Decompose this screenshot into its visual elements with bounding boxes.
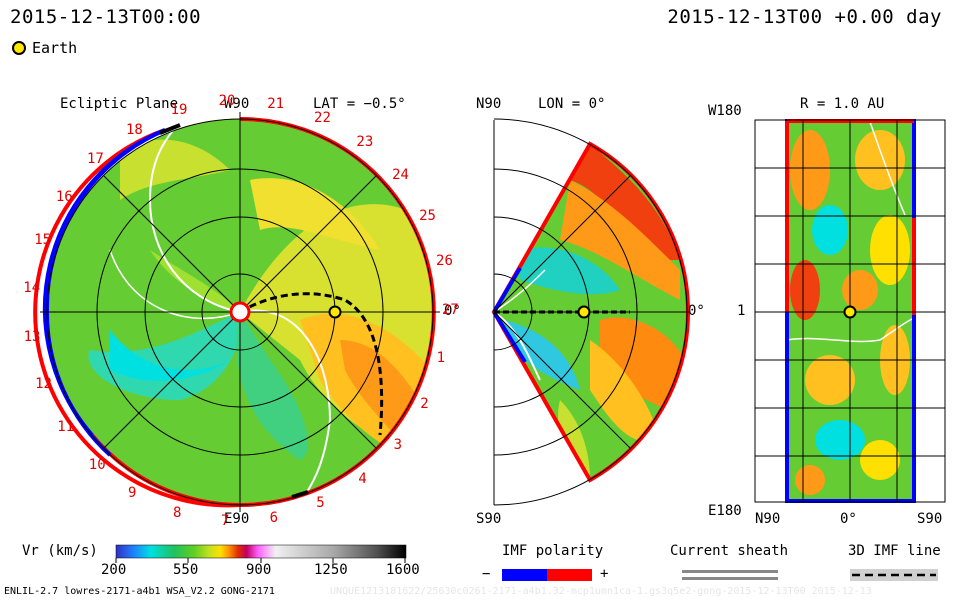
meridional-right-label: 0° bbox=[688, 303, 705, 319]
carrington-tick-3: 3 bbox=[393, 437, 403, 454]
carrington-tick-25: 25 bbox=[419, 207, 436, 224]
earth-marker-ecliptic bbox=[328, 305, 342, 319]
earth-legend: Earth bbox=[12, 39, 77, 57]
colorbar-tick-900: 900 bbox=[246, 562, 272, 578]
ecliptic-lat-label: LAT = −0.5° bbox=[313, 96, 406, 112]
carrington-tick-16: 16 bbox=[55, 188, 73, 205]
carrington-tick-9: 9 bbox=[128, 485, 137, 502]
imf-polarity-swatch bbox=[502, 569, 592, 581]
carrington-tick-1: 1 bbox=[436, 350, 446, 367]
colorbar-tick-1600: 1600 bbox=[386, 562, 420, 578]
carrington-tick-15: 15 bbox=[34, 232, 52, 249]
carrington-tick-4: 4 bbox=[358, 470, 367, 487]
meridional-top-label: N90 bbox=[476, 96, 502, 112]
ecliptic-top-label: W90 bbox=[224, 96, 250, 112]
sphere-x-right: S90 bbox=[917, 511, 943, 527]
colorbar-label: Vr (km/s) bbox=[22, 543, 98, 559]
carrington-tick-8: 8 bbox=[172, 504, 182, 521]
meridional-lon-label: LON = 0° bbox=[538, 96, 606, 112]
footer-left: ENLIL-2.7 lowres-2171-a4b1 WSA_V2.2 GONG… bbox=[4, 586, 275, 597]
carrington-tick-20: 20 bbox=[218, 93, 236, 110]
sun-icon bbox=[229, 301, 251, 323]
carrington-tick-11: 11 bbox=[57, 419, 75, 436]
carrington-tick-13: 13 bbox=[23, 328, 41, 345]
carrington-tick-23: 23 bbox=[356, 133, 374, 150]
carrington-tick-21: 21 bbox=[267, 95, 285, 112]
footer-right: UNQUE1213181622/25630c0261-2171-a4b1.32-… bbox=[330, 586, 872, 597]
ecliptic-title: Ecliptic Plane bbox=[60, 96, 179, 112]
earth-icon bbox=[12, 41, 26, 55]
carrington-tick-2: 2 bbox=[420, 396, 429, 413]
current-sheath-label: Current sheath bbox=[670, 543, 789, 559]
imf-minus-label: − bbox=[482, 566, 491, 582]
carrington-tick-27: 27 bbox=[441, 301, 459, 318]
carrington-tick-5: 5 bbox=[316, 495, 325, 512]
carrington-tick-6: 6 bbox=[269, 509, 279, 526]
meridional-panel bbox=[491, 118, 690, 506]
carrington-tick-26: 26 bbox=[436, 253, 453, 270]
carrington-tick-10: 10 bbox=[88, 456, 106, 473]
sphere-r-label: R = 1.0 AU bbox=[800, 96, 885, 112]
earth-legend-label: Earth bbox=[32, 39, 78, 57]
header-left-time: 2015-12-13T00:00 bbox=[10, 6, 202, 28]
colorbar bbox=[115, 544, 407, 563]
header-right-time: 2015-12-13T00 +0.00 day bbox=[667, 6, 942, 28]
sphere-middle-label: 1 bbox=[737, 303, 746, 319]
carrington-tick-17: 17 bbox=[87, 151, 104, 168]
carrington-tick-18: 18 bbox=[125, 121, 143, 138]
imf-plus-label: + bbox=[600, 566, 609, 582]
carrington-tick-24: 24 bbox=[392, 167, 409, 184]
sphere-x-mid: 0° bbox=[840, 511, 857, 527]
ecliptic-bottom-label: E90 bbox=[224, 511, 250, 527]
sphere-top-label: W180 bbox=[708, 103, 742, 119]
carrington-tick-22: 22 bbox=[314, 109, 331, 126]
current-sheath-swatch bbox=[682, 570, 778, 580]
sphere-panel bbox=[754, 119, 946, 503]
carrington-tick-14: 14 bbox=[23, 279, 41, 296]
colorbar-tick-200: 200 bbox=[101, 562, 127, 578]
carrington-tick-7: 7 bbox=[221, 512, 230, 529]
imf-polarity-label: IMF polarity bbox=[502, 543, 604, 559]
earth-marker-sphere bbox=[843, 305, 857, 319]
colorbar-tick-550: 550 bbox=[173, 562, 199, 578]
imf-line-swatch bbox=[850, 569, 938, 581]
sphere-bottom-label: E180 bbox=[708, 503, 742, 519]
carrington-tick-12: 12 bbox=[35, 375, 52, 392]
sphere-x-left: N90 bbox=[755, 511, 781, 527]
colorbar-tick-1250: 1250 bbox=[314, 562, 348, 578]
earth-marker-meridional bbox=[577, 305, 591, 319]
imf-line-label: 3D IMF line bbox=[848, 543, 941, 559]
meridional-bottom-label: S90 bbox=[476, 511, 502, 527]
ecliptic-panel bbox=[33, 112, 440, 512]
ecliptic-right-label: 0° bbox=[444, 303, 461, 319]
carrington-tick-19: 19 bbox=[170, 102, 188, 119]
